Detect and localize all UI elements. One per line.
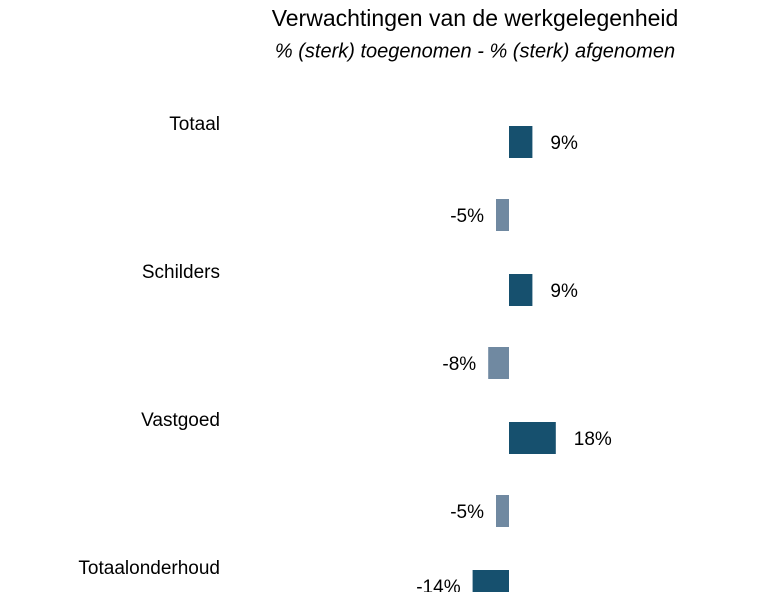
value-label: -5% bbox=[450, 502, 484, 523]
value-label: -8% bbox=[442, 354, 476, 375]
bar bbox=[488, 347, 509, 379]
bar bbox=[509, 422, 556, 454]
chart-title: Verwachtingen van de werkgelegenheid bbox=[272, 5, 679, 31]
category-label: Schilders bbox=[142, 262, 220, 283]
value-label: 18% bbox=[574, 429, 612, 450]
bar bbox=[509, 126, 533, 158]
chart-subtitle: % (sterk) toegenomen - % (sterk) afgenom… bbox=[275, 40, 675, 62]
value-label: 9% bbox=[550, 281, 578, 302]
bar bbox=[496, 495, 509, 527]
value-label: -5% bbox=[450, 206, 484, 227]
category-label: Totaal bbox=[169, 114, 220, 135]
bar bbox=[496, 199, 509, 231]
category-label: Totaalonderhoud bbox=[78, 558, 220, 579]
value-label: 9% bbox=[550, 133, 578, 154]
bar bbox=[472, 570, 509, 592]
value-label: -14% bbox=[416, 577, 460, 592]
bar bbox=[509, 274, 533, 306]
category-label: Vastgoed bbox=[141, 410, 220, 431]
